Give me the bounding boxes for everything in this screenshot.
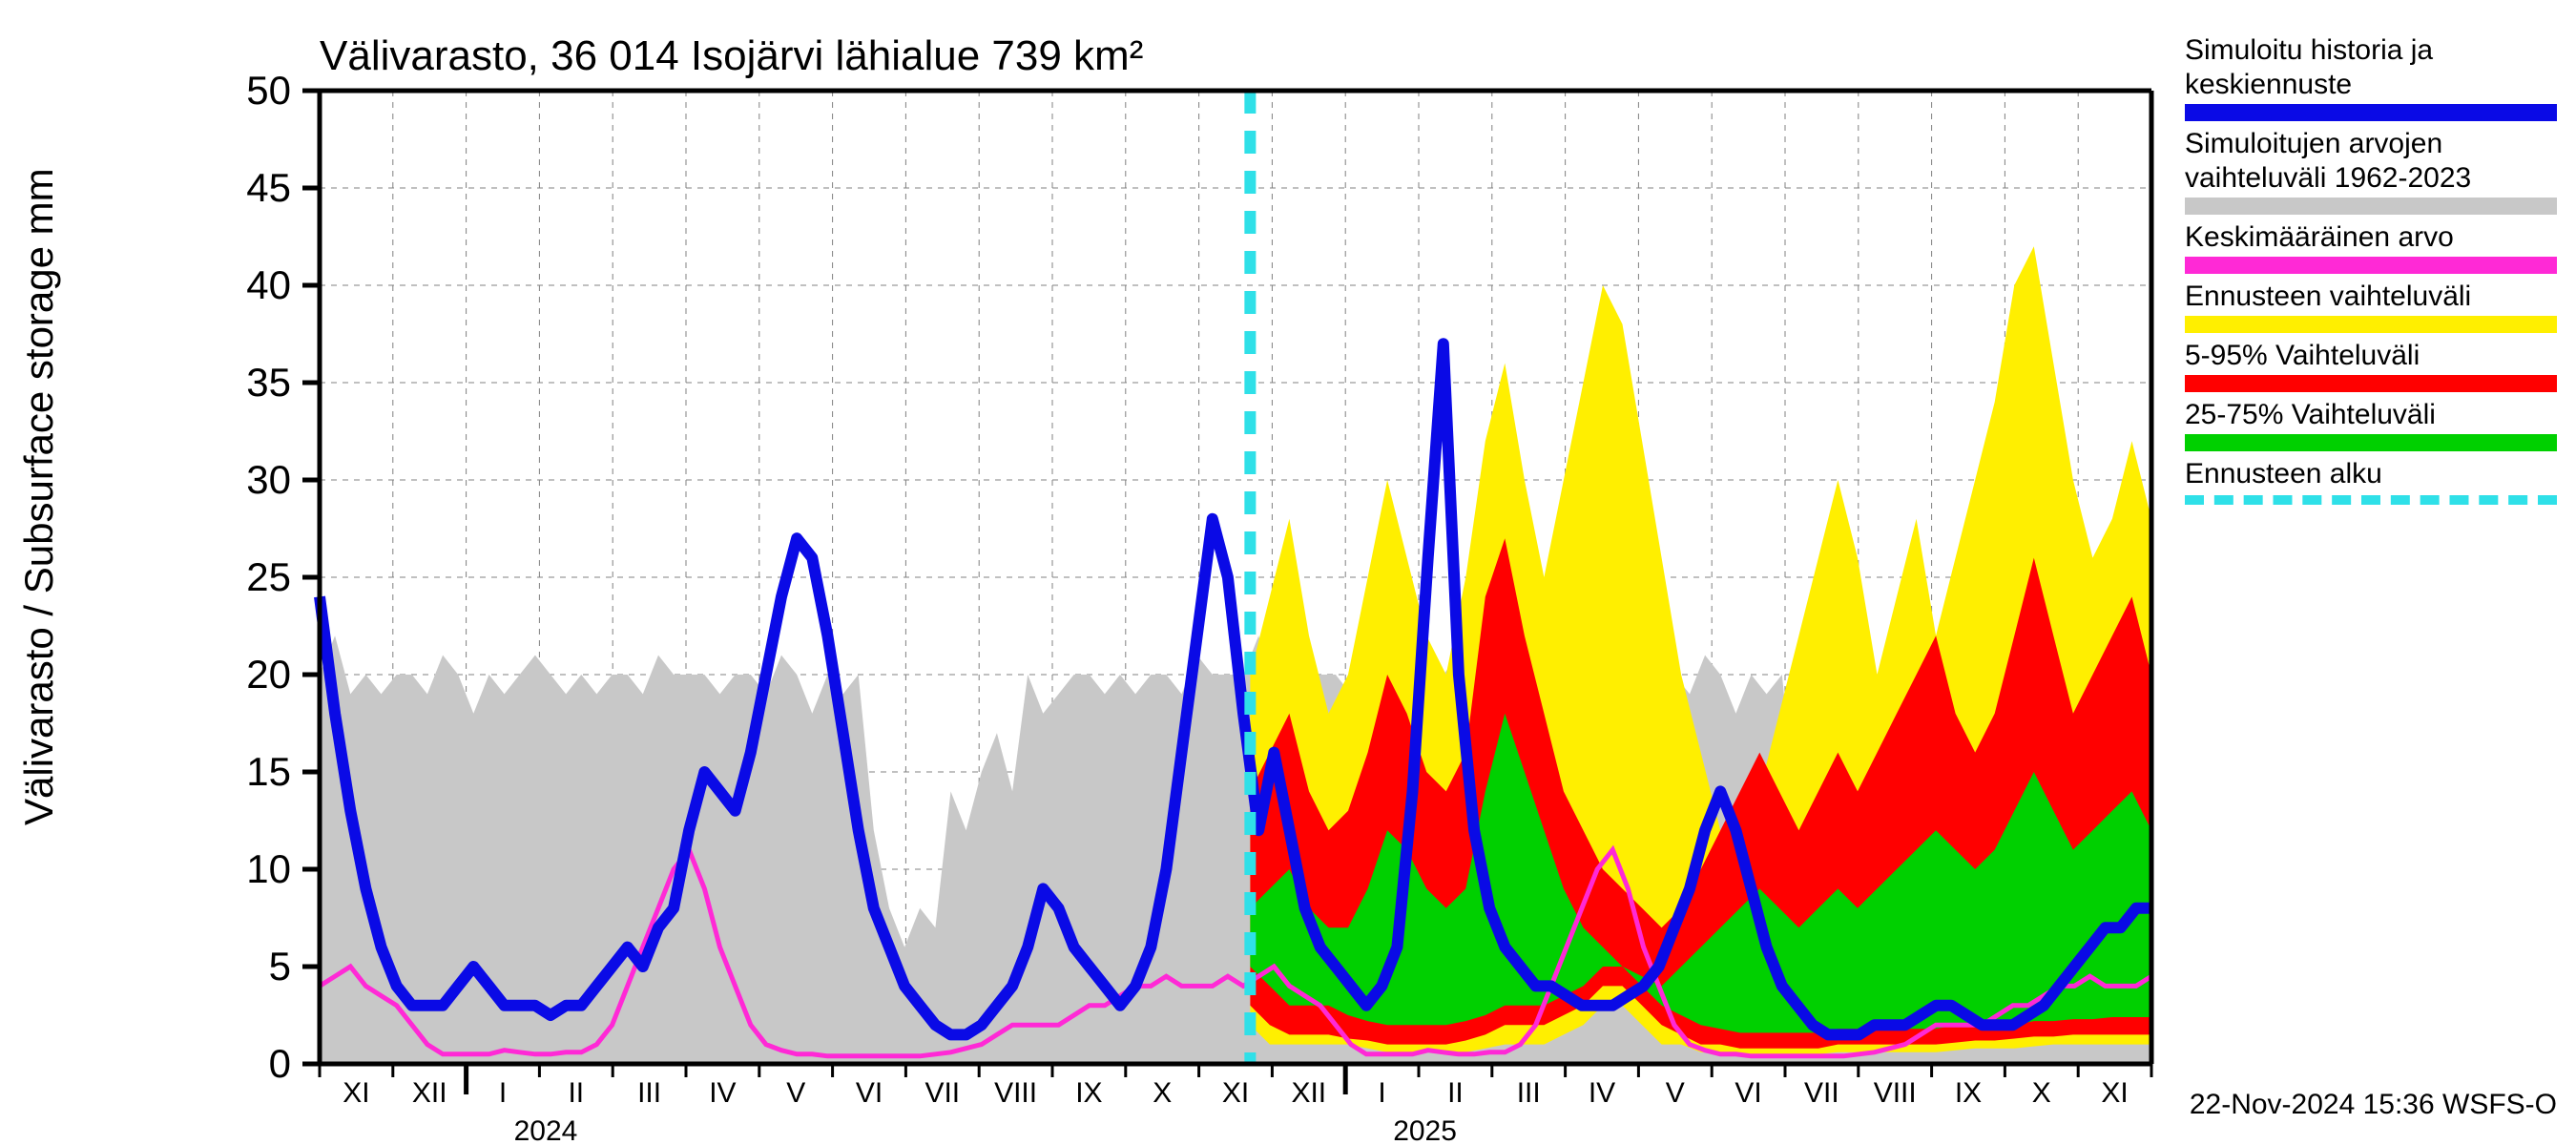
x-month-label: V xyxy=(1666,1077,1685,1109)
x-month-label: VII xyxy=(1804,1077,1839,1109)
y-tick-label: 50 xyxy=(246,68,291,113)
legend-text: 5-95% Vaihteluväli xyxy=(2185,339,2557,373)
x-year-label: 2025 xyxy=(1393,1115,1457,1145)
legend-item: Keskimääräinen arvo xyxy=(2185,220,2557,274)
x-month-label: VIII xyxy=(1874,1077,1917,1109)
legend-text: 25-75% Vaihteluväli xyxy=(2185,398,2557,432)
x-month-label: VI xyxy=(856,1077,883,1109)
y-tick-label: 10 xyxy=(246,846,291,891)
x-month-label: IV xyxy=(709,1077,736,1109)
x-month-label: III xyxy=(1517,1077,1541,1109)
x-month-label: II xyxy=(1447,1077,1464,1109)
x-month-label: VIII xyxy=(994,1077,1037,1109)
x-month-label: XII xyxy=(412,1077,447,1109)
x-month-label: XII xyxy=(1291,1077,1326,1109)
y-tick-label: 20 xyxy=(246,652,291,697)
legend-swatch xyxy=(2185,198,2557,215)
x-month-label: I xyxy=(1378,1077,1385,1109)
y-tick-label: 45 xyxy=(246,165,291,210)
y-tick-label: 25 xyxy=(246,554,291,599)
legend-item: Ennusteen vaihteluväli xyxy=(2185,280,2557,333)
x-month-label: XI xyxy=(2101,1077,2128,1109)
legend-text: Ennusteen vaihteluväli xyxy=(2185,280,2557,314)
x-month-label: III xyxy=(637,1077,661,1109)
x-month-label: V xyxy=(786,1077,805,1109)
x-month-label: IV xyxy=(1589,1077,1615,1109)
y-tick-label: 40 xyxy=(246,262,291,307)
legend-item: Simuloitu historia jakeskiennuste xyxy=(2185,33,2557,121)
legend-swatch xyxy=(2185,316,2557,333)
y-tick-label: 30 xyxy=(246,457,291,502)
x-month-label: XI xyxy=(343,1077,369,1109)
timestamp: 22-Nov-2024 15:36 WSFS-O xyxy=(2190,1089,2557,1121)
chart-container: 05101520253035404550XIXIIIIIIIIIVVVIVIIV… xyxy=(0,0,2576,1145)
x-month-label: I xyxy=(499,1077,507,1109)
x-month-label: VI xyxy=(1735,1077,1761,1109)
x-month-label: II xyxy=(568,1077,584,1109)
legend-text: Simuloitujen arvojen xyxy=(2185,127,2557,161)
y-tick-label: 0 xyxy=(269,1041,291,1086)
legend-text: vaihteluväli 1962-2023 xyxy=(2185,161,2557,196)
x-year-label: 2024 xyxy=(514,1115,578,1145)
legend-swatch xyxy=(2185,257,2557,274)
x-month-label: XI xyxy=(1222,1077,1249,1109)
legend-text: Keskimääräinen arvo xyxy=(2185,220,2557,255)
y-axis-label: Välivarasto / Subsurface storage mm xyxy=(16,168,61,825)
legend-text: keskiennuste xyxy=(2185,68,2557,102)
legend-swatch xyxy=(2185,375,2557,392)
y-tick-label: 35 xyxy=(246,360,291,405)
legend-item: 5-95% Vaihteluväli xyxy=(2185,339,2557,392)
legend-item: 25-75% Vaihteluväli xyxy=(2185,398,2557,451)
y-tick-label: 5 xyxy=(269,944,291,989)
legend-swatch xyxy=(2185,495,2557,505)
y-tick-label: 15 xyxy=(246,749,291,794)
chart-title: Välivarasto, 36 014 Isojärvi lähialue 73… xyxy=(320,32,1143,79)
legend-text: Ennusteen alku xyxy=(2185,457,2557,491)
x-month-label: VII xyxy=(924,1077,960,1109)
legend-swatch xyxy=(2185,434,2557,451)
x-month-label: X xyxy=(1153,1077,1172,1109)
legend-item: Simuloitujen arvojenvaihteluväli 1962-20… xyxy=(2185,127,2557,215)
x-month-label: IX xyxy=(1075,1077,1102,1109)
legend: Simuloitu historia jakeskiennusteSimuloi… xyxy=(2185,33,2557,510)
x-month-label: X xyxy=(2032,1077,2051,1109)
legend-text: Simuloitu historia ja xyxy=(2185,33,2557,68)
legend-swatch xyxy=(2185,104,2557,121)
x-month-label: IX xyxy=(1955,1077,1982,1109)
legend-item: Ennusteen alku xyxy=(2185,457,2557,505)
